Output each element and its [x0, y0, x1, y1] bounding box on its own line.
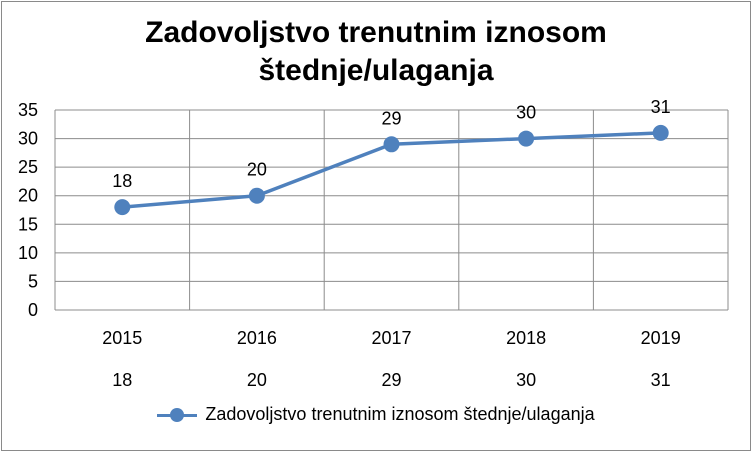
y-tick-label: 20 — [18, 186, 38, 206]
series — [114, 124, 669, 216]
y-tick-label: 5 — [28, 271, 38, 291]
x-tick-label: 2016 — [237, 328, 277, 348]
data-point — [248, 187, 265, 204]
data-table-value: 31 — [651, 370, 671, 390]
data-label: 29 — [381, 108, 401, 128]
x-axis: 2015 2016 2017 2018 2019 — [102, 328, 680, 348]
y-tick-label: 25 — [18, 157, 38, 177]
x-tick-label: 2015 — [102, 328, 142, 348]
y-tick-label: 35 — [18, 100, 38, 120]
y-tick-label: 15 — [18, 214, 38, 234]
legend: Zadovoljstvo trenutnim iznosom štednje/u… — [0, 404, 752, 427]
x-tick-label: 2018 — [506, 328, 546, 348]
data-point — [518, 130, 535, 147]
chart-title: Zadovoljstvo trenutnim iznosom štednje/u… — [0, 14, 752, 90]
data-table-value: 18 — [112, 370, 132, 390]
y-axis: 0 5 10 15 20 25 30 35 — [18, 100, 38, 320]
x-tick-label: 2019 — [641, 328, 681, 348]
data-point — [114, 199, 131, 216]
data-label: 30 — [516, 103, 536, 123]
y-tick-label: 0 — [28, 300, 38, 320]
x-tick-label: 2017 — [371, 328, 411, 348]
legend-label: Zadovoljstvo trenutnim iznosom štednje/u… — [205, 404, 595, 424]
data-label: 18 — [112, 171, 132, 191]
y-tick-label: 10 — [18, 243, 38, 263]
data-point — [383, 136, 400, 153]
data-label: 20 — [247, 160, 267, 180]
data-label: 31 — [651, 97, 671, 117]
gridlines — [54, 109, 729, 311]
data-table-value: 20 — [247, 370, 267, 390]
chart-title-line1: Zadovoljstvo trenutnim iznosom — [145, 16, 607, 49]
y-tick-label: 30 — [18, 129, 38, 149]
data-table-row: 18 20 29 30 31 — [112, 370, 670, 390]
data-table-value: 30 — [516, 370, 536, 390]
chart-title-line2: štednje/ulaganja — [258, 54, 494, 87]
legend-marker — [157, 407, 198, 422]
data-labels: 18 20 29 30 31 — [112, 97, 670, 191]
data-point — [652, 124, 669, 141]
data-table-value: 29 — [381, 370, 401, 390]
